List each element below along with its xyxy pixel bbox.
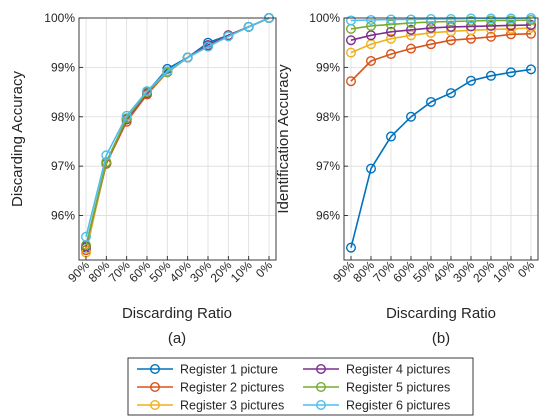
y-tick-label: 100% <box>309 11 340 25</box>
legend-marker <box>316 364 327 375</box>
legend-marker <box>149 400 160 411</box>
y-tick-label: 97% <box>316 159 340 173</box>
panel-b: 96%97%98%99%100%90%80%70%60%50%40%30%20%… <box>275 11 539 347</box>
data-point <box>386 26 397 37</box>
axes-box <box>343 17 539 261</box>
x-axis-label: Discarding Ratio <box>386 305 496 322</box>
y-tick-label: 98% <box>316 110 340 124</box>
data-point <box>346 47 357 58</box>
legend-marker <box>149 382 160 393</box>
data-point <box>346 242 357 253</box>
data-point <box>426 39 437 50</box>
series-line-6 <box>350 17 532 22</box>
data-point <box>406 30 417 41</box>
data-point <box>366 20 377 31</box>
series-line-4 <box>350 24 532 41</box>
y-tick-label: 100% <box>44 11 75 25</box>
data-point <box>446 88 457 99</box>
legend-label: Register 4 pictures <box>346 363 450 377</box>
x-tick-label: 0% <box>515 258 537 280</box>
x-tick-label: 0% <box>253 258 275 280</box>
panel-caption: (a) <box>168 330 186 347</box>
data-point <box>366 14 377 25</box>
x-axis-label: Discarding Ratio <box>122 305 232 322</box>
y-tick-label: 96% <box>316 209 340 223</box>
data-point <box>426 13 437 24</box>
legend-label: Register 6 pictures <box>346 399 450 413</box>
data-point <box>386 14 397 25</box>
data-point <box>386 131 397 142</box>
data-point <box>162 66 173 77</box>
data-point <box>486 31 497 42</box>
data-point <box>466 75 477 86</box>
data-point <box>141 86 152 97</box>
data-point <box>486 70 497 81</box>
data-point <box>426 96 437 107</box>
data-point <box>406 111 417 122</box>
axes-box <box>78 17 277 261</box>
series-line-3 <box>350 27 532 54</box>
y-axis-label: Discarding Accuracy <box>9 71 26 207</box>
data-point <box>486 20 497 31</box>
y-tick-label: 99% <box>51 60 75 74</box>
y-tick-label: 97% <box>51 159 75 173</box>
data-point <box>446 13 457 24</box>
y-axis-label: Identification Accuracy <box>275 64 292 214</box>
data-point <box>366 55 377 66</box>
data-point <box>182 52 193 63</box>
data-point <box>406 43 417 54</box>
series-line-2 <box>350 33 532 82</box>
data-point <box>346 76 357 87</box>
data-point <box>386 49 397 60</box>
panel-a: 96%97%98%99%100%90%80%70%60%50%40%30%20%… <box>9 11 277 347</box>
data-point <box>486 13 497 24</box>
x-tick-label: 10% <box>490 258 517 285</box>
data-point <box>366 163 377 174</box>
data-point <box>101 150 112 161</box>
data-point <box>406 17 417 28</box>
data-point <box>366 30 377 41</box>
legend-label: Register 2 pictures <box>180 381 284 395</box>
data-point <box>466 13 477 24</box>
legend-label: Register 3 pictures <box>180 399 284 413</box>
legend-marker <box>316 400 327 411</box>
data-point <box>406 24 417 35</box>
data-point <box>121 110 132 121</box>
y-tick-label: 98% <box>51 110 75 124</box>
series-line-5 <box>350 19 532 30</box>
legend-label: Register 1 picture <box>180 363 278 377</box>
data-point <box>80 231 91 242</box>
data-point <box>243 21 254 32</box>
panel-caption: (b) <box>432 330 450 347</box>
data-point <box>223 31 234 42</box>
data-point <box>526 64 537 75</box>
legend-marker <box>316 382 327 393</box>
legend-marker <box>149 364 160 375</box>
data-point <box>506 13 517 24</box>
y-tick-label: 96% <box>51 209 75 223</box>
data-point <box>346 15 357 26</box>
data-point <box>386 33 397 44</box>
y-tick-label: 99% <box>316 60 340 74</box>
data-point <box>506 67 517 78</box>
series-line-1 <box>350 68 532 248</box>
plot-area <box>344 18 538 260</box>
legend: Register 1 picture Register 2 pictures Reg… <box>127 357 474 416</box>
data-point <box>202 41 213 52</box>
data-point <box>406 14 417 25</box>
data-point <box>346 35 357 46</box>
plot-area <box>79 18 276 260</box>
legend-box <box>127 357 474 416</box>
legend-label: Register 5 pictures <box>346 381 450 395</box>
series-line-6 <box>85 17 270 237</box>
x-tick-label: 10% <box>228 258 255 285</box>
